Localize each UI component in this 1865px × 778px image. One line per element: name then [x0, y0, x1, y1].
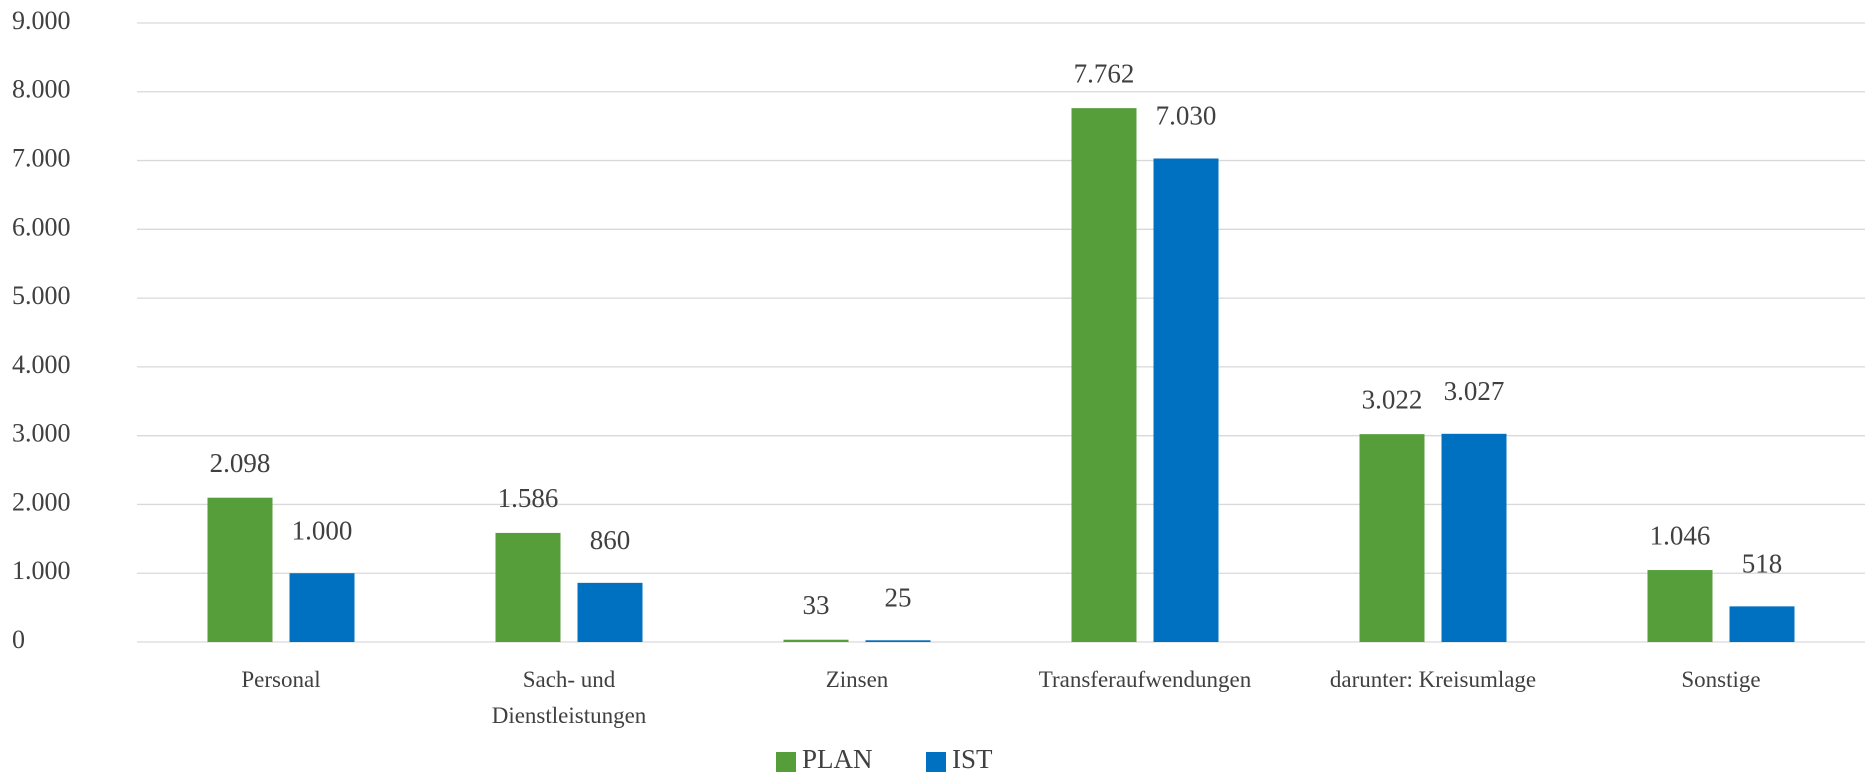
bar [577, 582, 643, 642]
y-tick-label: 3.000 [12, 419, 71, 448]
bar [1729, 606, 1795, 642]
data-label: 860 [590, 525, 631, 555]
legend-label: IST [952, 744, 993, 774]
bar [207, 497, 273, 642]
y-tick-label: 9.000 [12, 6, 71, 35]
x-tick-label: Sach- und Dienstleistungen [492, 667, 647, 728]
bar [1359, 434, 1425, 642]
bar [1441, 433, 1507, 642]
bar [495, 532, 561, 642]
x-tick-label: Zinsen [826, 667, 889, 692]
data-label: 33 [803, 590, 830, 620]
x-tick-label: Transferaufwendungen [1039, 667, 1252, 692]
data-label: 1.586 [498, 483, 559, 513]
bar [1647, 570, 1713, 642]
data-label: 518 [1742, 549, 1783, 579]
x-tick-label: Sonstige [1681, 667, 1760, 692]
data-label: 7.762 [1074, 58, 1135, 88]
y-tick-label: 4.000 [12, 350, 71, 379]
y-tick-label: 2.000 [12, 487, 71, 516]
data-label: 1.046 [1650, 520, 1711, 550]
data-label: 3.022 [1362, 384, 1423, 414]
x-tick-label: Personal [241, 667, 320, 692]
bar [865, 640, 931, 642]
y-tick-label: 8.000 [12, 75, 71, 104]
data-label: 25 [885, 582, 912, 612]
y-tick-label: 6.000 [12, 212, 71, 241]
bar [289, 573, 355, 642]
data-label: 7.030 [1156, 101, 1217, 131]
y-tick-label: 1.000 [12, 556, 71, 585]
data-label: 2.098 [210, 448, 271, 478]
bar [1153, 158, 1219, 642]
legend-swatch [926, 752, 946, 772]
legend-label: PLAN [802, 744, 873, 774]
y-tick-label: 0 [12, 625, 25, 654]
y-tick-label: 5.000 [12, 281, 71, 310]
legend-swatch [776, 752, 796, 772]
bar [783, 639, 849, 642]
x-tick-label: darunter: Kreisumlage [1330, 667, 1536, 692]
bar [1071, 108, 1137, 642]
data-label: 3.027 [1444, 376, 1505, 406]
data-label: 1.000 [292, 515, 353, 545]
y-tick-label: 7.000 [12, 144, 71, 173]
